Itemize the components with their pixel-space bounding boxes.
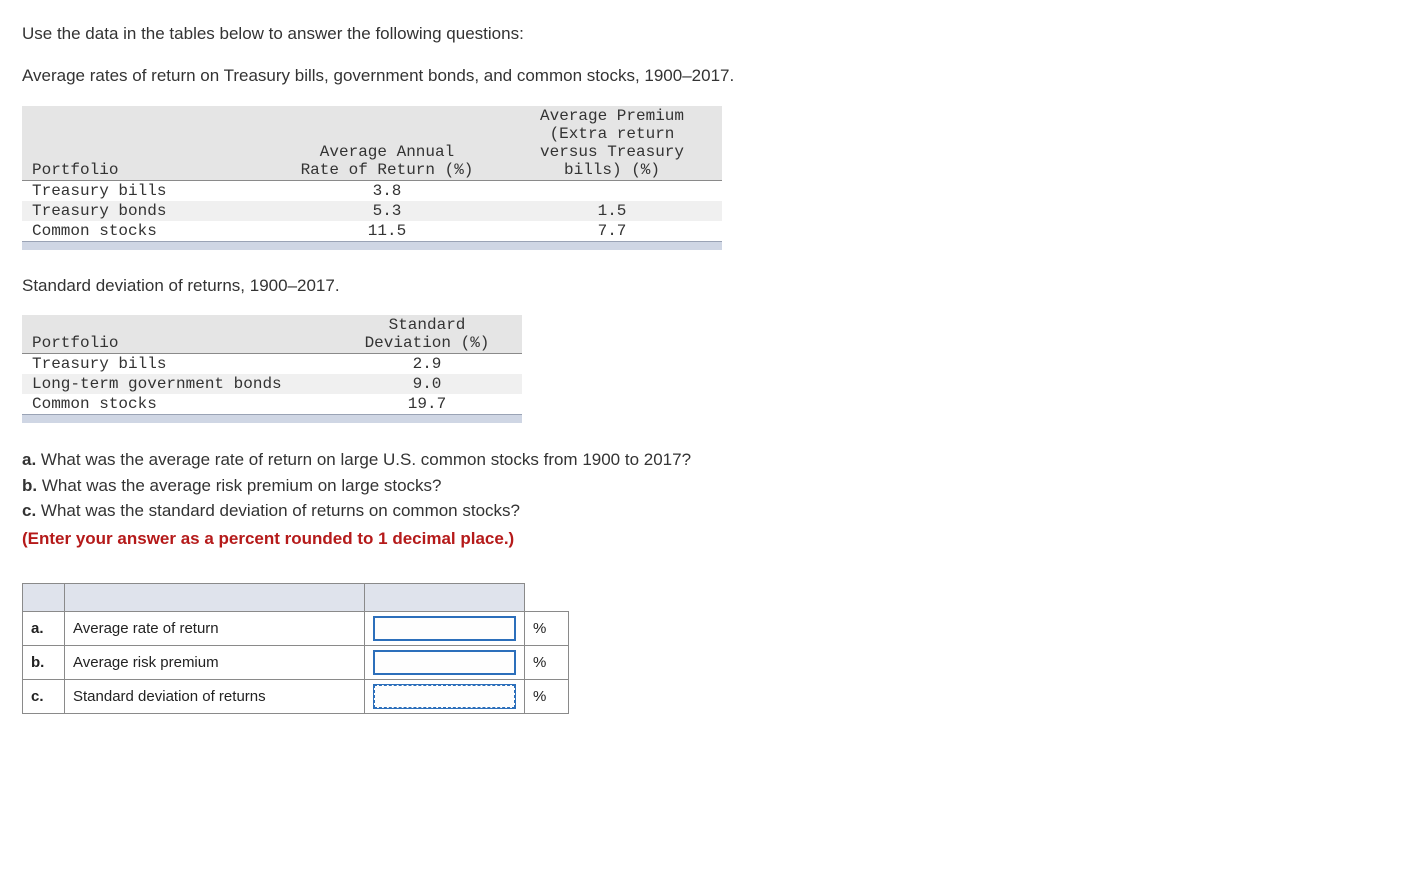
table-row: Common stocks 19.7	[22, 394, 522, 414]
question-c: c. What was the standard deviation of re…	[22, 498, 1398, 524]
table-footer-bar	[22, 414, 522, 423]
returns-table: Portfolio Average Annual Rate of Return …	[22, 106, 722, 250]
stddev-table: Portfolio Standard Deviation (%) Treasur…	[22, 315, 522, 423]
answer-header-row	[23, 584, 569, 612]
t2-r1-portfolio: Long-term government bonds	[22, 374, 332, 394]
answer-c-label: Standard deviation of returns	[65, 680, 365, 714]
table-row: Treasury bills 3.8	[22, 180, 722, 201]
question-a-text: What was the average rate of return on l…	[41, 450, 691, 469]
table-row: Treasury bills 2.9	[22, 354, 522, 375]
t1-r0-premium	[502, 180, 722, 201]
t2-h0: Portfolio	[22, 315, 332, 354]
t2-r1-sd: 9.0	[332, 374, 522, 394]
intro-line-2: Average rates of return on Treasury bill…	[22, 64, 1398, 88]
intro-line-1: Use the data in the tables below to answ…	[22, 22, 1398, 46]
questions-block: a. What was the average rate of return o…	[22, 447, 1398, 551]
t2-r2-portfolio: Common stocks	[22, 394, 332, 414]
answer-b-letter: b.	[23, 646, 65, 680]
question-b-label: b.	[22, 476, 37, 495]
t2-r0-sd: 2.9	[332, 354, 522, 375]
answer-b-label: Average risk premium	[65, 646, 365, 680]
t1-r1-premium: 1.5	[502, 201, 722, 221]
t2-r2-sd: 19.7	[332, 394, 522, 414]
answer-row-c: c. Standard deviation of returns %	[23, 680, 569, 714]
table-footer-bar	[22, 241, 722, 250]
answer-c-letter: c.	[23, 680, 65, 714]
table-row: Common stocks 11.5 7.7	[22, 221, 722, 241]
answer-row-a: a. Average rate of return %	[23, 612, 569, 646]
answer-table: a. Average rate of return % b. Average r…	[22, 583, 569, 714]
question-b: b. What was the average risk premium on …	[22, 473, 1398, 499]
answer-row-b: b. Average risk premium %	[23, 646, 569, 680]
answer-b-unit: %	[525, 646, 569, 680]
question-c-label: c.	[22, 501, 36, 520]
caption-2: Standard deviation of returns, 1900–2017…	[22, 274, 1398, 298]
answer-a-label: Average rate of return	[65, 612, 365, 646]
answer-instruction: (Enter your answer as a percent rounded …	[22, 526, 1398, 552]
table-row: Long-term government bonds 9.0	[22, 374, 522, 394]
answer-a-input[interactable]	[373, 616, 516, 641]
t1-h0: Portfolio	[22, 106, 272, 181]
t1-r2-portfolio: Common stocks	[22, 221, 272, 241]
t1-h1: Average Annual Rate of Return (%)	[272, 106, 502, 181]
t2-h1: Standard Deviation (%)	[332, 315, 522, 354]
question-b-text: What was the average risk premium on lar…	[42, 476, 442, 495]
answer-a-letter: a.	[23, 612, 65, 646]
t1-r2-premium: 7.7	[502, 221, 722, 241]
t1-r0-portfolio: Treasury bills	[22, 180, 272, 201]
t1-r0-rate: 3.8	[272, 180, 502, 201]
answer-c-unit: %	[525, 680, 569, 714]
t1-r2-rate: 11.5	[272, 221, 502, 241]
answer-b-input[interactable]	[373, 650, 516, 675]
question-a-label: a.	[22, 450, 36, 469]
t2-r0-portfolio: Treasury bills	[22, 354, 332, 375]
t1-h2: Average Premium (Extra return versus Tre…	[502, 106, 722, 181]
t1-r1-portfolio: Treasury bonds	[22, 201, 272, 221]
answer-a-unit: %	[525, 612, 569, 646]
answer-c-input[interactable]	[373, 684, 516, 709]
question-c-text: What was the standard deviation of retur…	[41, 501, 520, 520]
question-a: a. What was the average rate of return o…	[22, 447, 1398, 473]
table-row: Treasury bonds 5.3 1.5	[22, 201, 722, 221]
t1-r1-rate: 5.3	[272, 201, 502, 221]
